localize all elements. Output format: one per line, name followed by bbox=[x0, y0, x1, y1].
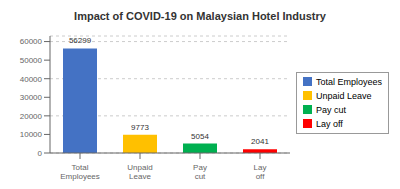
svg-text:50000: 50000 bbox=[20, 56, 43, 65]
svg-text:5054: 5054 bbox=[191, 132, 209, 141]
html-text:Impact of COVID-19 on Malaysia: Impact of COVID-19 on Malaysian Hotel In… bbox=[74, 10, 326, 22]
html-text:Total Employees: Total Employees bbox=[316, 76, 382, 87]
svg-text:56299: 56299 bbox=[69, 36, 92, 45]
svg-text:0: 0 bbox=[38, 149, 43, 158]
svg-text:40000: 40000 bbox=[20, 75, 43, 84]
svg-text:60000: 60000 bbox=[20, 37, 43, 46]
html-text:Lay off: Lay off bbox=[316, 118, 343, 129]
svg-text:10000: 10000 bbox=[20, 130, 43, 139]
html-text:Pay cut: Pay cut bbox=[316, 104, 346, 115]
svg-text:9773: 9773 bbox=[131, 123, 149, 132]
svg-text:TotalEmployees: TotalEmployees bbox=[60, 163, 100, 181]
html-text:Unpaid Leave: Unpaid Leave bbox=[316, 90, 372, 101]
svg-text:30000: 30000 bbox=[20, 93, 43, 102]
svg-text:Layoff: Layoff bbox=[254, 163, 267, 181]
svg-text:Paycut: Paycut bbox=[193, 163, 207, 181]
svg-text:2041: 2041 bbox=[251, 137, 269, 146]
svg-text:UnpaidLeave: UnpaidLeave bbox=[127, 163, 152, 181]
svg-text:20000: 20000 bbox=[20, 112, 43, 121]
